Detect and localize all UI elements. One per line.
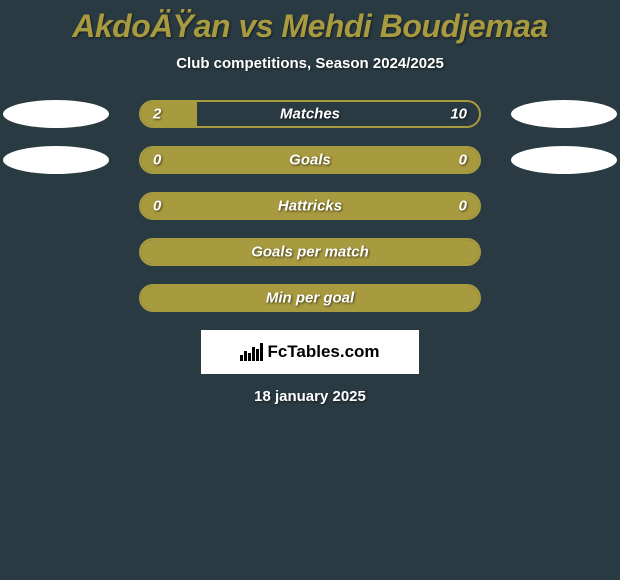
stat-bar: Goals per match bbox=[139, 238, 481, 266]
logo-box: FcTables.com bbox=[201, 330, 419, 374]
logo-text: FcTables.com bbox=[267, 342, 379, 362]
bar-fill-left bbox=[141, 102, 197, 126]
stat-label: Hattricks bbox=[278, 198, 342, 215]
stat-value-right: 0 bbox=[459, 198, 467, 215]
stat-value-left: 0 bbox=[153, 198, 161, 215]
stat-row: Min per goal bbox=[0, 284, 620, 312]
player-right-avatar bbox=[511, 146, 617, 174]
stats-area: 2 Matches 10 0 Goals 0 0 Hattricks 0 Goals per ma… bbox=[0, 100, 620, 312]
stat-value-right: 10 bbox=[450, 106, 467, 123]
stat-bar: 0 Goals 0 bbox=[139, 146, 481, 174]
comparison-widget: AkdoÄŸan vs Mehdi Boudjemaa Club competi… bbox=[0, 0, 620, 413]
stat-value-left: 2 bbox=[153, 106, 161, 123]
stat-bar: Min per goal bbox=[139, 284, 481, 312]
stat-label: Goals per match bbox=[251, 244, 369, 261]
page-title: AkdoÄŸan vs Mehdi Boudjemaa bbox=[0, 8, 620, 45]
stat-label: Min per goal bbox=[266, 290, 354, 307]
subtitle: Club competitions, Season 2024/2025 bbox=[0, 55, 620, 72]
player-right-avatar bbox=[511, 100, 617, 128]
stat-row: Goals per match bbox=[0, 238, 620, 266]
stat-row: 0 Goals 0 bbox=[0, 146, 620, 174]
logo-chart-icon bbox=[240, 343, 263, 361]
stat-label: Matches bbox=[280, 106, 340, 123]
avatar-placeholder bbox=[511, 284, 617, 312]
player-left-avatar bbox=[3, 100, 109, 128]
avatar-placeholder bbox=[511, 192, 617, 220]
avatar-placeholder bbox=[3, 284, 109, 312]
avatar-placeholder bbox=[511, 238, 617, 266]
avatar-placeholder bbox=[3, 238, 109, 266]
stat-row: 2 Matches 10 bbox=[0, 100, 620, 128]
stat-value-left: 0 bbox=[153, 152, 161, 169]
stat-bar: 2 Matches 10 bbox=[139, 100, 481, 128]
stat-value-right: 0 bbox=[459, 152, 467, 169]
stat-row: 0 Hattricks 0 bbox=[0, 192, 620, 220]
stat-bar: 0 Hattricks 0 bbox=[139, 192, 481, 220]
stat-label: Goals bbox=[289, 152, 331, 169]
date: 18 january 2025 bbox=[0, 388, 620, 405]
player-left-avatar bbox=[3, 146, 109, 174]
avatar-placeholder bbox=[3, 192, 109, 220]
